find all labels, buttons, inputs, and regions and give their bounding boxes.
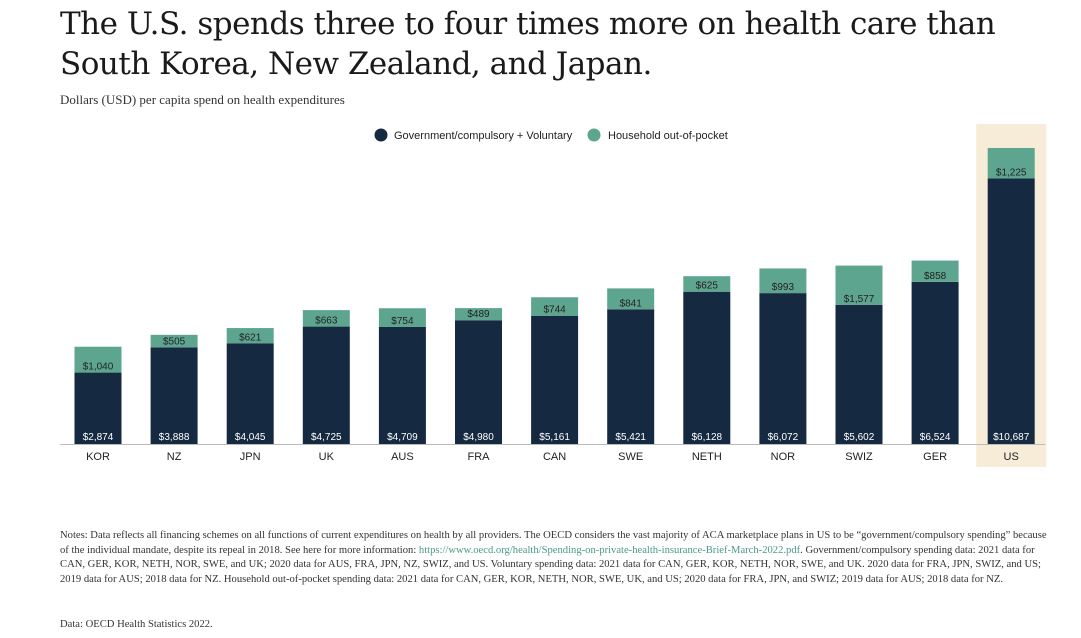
- data-source: Data: OECD Health Statistics 2022.: [60, 619, 213, 630]
- data-label-government-fra: $4,980: [463, 432, 494, 443]
- bar-household-swe: [607, 288, 655, 310]
- x-tick-label-jpn: JPN: [240, 451, 261, 463]
- bar-government-fra: [455, 320, 502, 444]
- data-label-government-ger: $6,524: [920, 432, 951, 443]
- data-label-household-swe: $841: [620, 298, 643, 309]
- data-label-government-jpn: $4,045: [235, 432, 266, 443]
- legend: Government/compulsory + Voluntary Househo…: [374, 128, 728, 142]
- data-label-household-jpn: $621: [239, 332, 262, 343]
- data-label-government-neth: $6,128: [692, 432, 723, 443]
- labels-layer: $2,874 $1,040 KOR $3,888 $505 NZ $4,045 $621 JPN…: [83, 167, 1030, 463]
- x-tick-label-fra: FRA: [468, 451, 491, 463]
- bar-household-nor: [759, 268, 807, 294]
- bars-layer: [74, 147, 1035, 445]
- bar-government-nor: [759, 293, 807, 444]
- bar-household-uk: [302, 310, 350, 327]
- bar-government-jpn: [226, 343, 274, 444]
- bar-household-fra: [455, 308, 502, 321]
- bar-government-swe: [607, 309, 655, 444]
- bar-household-aus: [378, 308, 426, 327]
- x-tick-label-nor: NOR: [771, 451, 796, 463]
- data-label-household-neth: $625: [696, 281, 719, 292]
- bar-government-can: [531, 315, 579, 444]
- bar-household-swiz: [835, 265, 883, 305]
- notes-text-continued: . Government/compulsory spending data: 2…: [60, 544, 1041, 585]
- bar-household-kor: [74, 346, 122, 373]
- legend-government-label: Government/compulsory + Voluntary: [394, 130, 573, 142]
- data-label-household-swiz: $1,577: [844, 294, 875, 305]
- data-label-household-ger: $858: [924, 271, 947, 282]
- data-label-household-us: $1,225: [996, 167, 1027, 178]
- data-label-household-fra: $489: [467, 309, 490, 320]
- bar-government-swiz: [835, 304, 883, 444]
- chart-title: The U.S. spends three to four times more…: [60, 6, 996, 82]
- x-tick-label-neth: NETH: [692, 451, 722, 463]
- bar-government-kor: [74, 372, 122, 444]
- data-label-government-can: $5,161: [539, 432, 570, 443]
- x-tick-label-kor: KOR: [86, 451, 110, 463]
- bar-government-us: [987, 178, 1035, 445]
- data-label-household-kor: $1,040: [83, 362, 114, 373]
- bar-household-neth: [683, 276, 731, 292]
- data-label-government-nz: $3,888: [159, 432, 190, 443]
- data-label-household-can: $744: [543, 305, 566, 316]
- bar-household-us: [987, 147, 1035, 179]
- x-tick-label-swe: SWE: [618, 451, 643, 463]
- data-label-government-aus: $4,709: [387, 432, 418, 443]
- chart-subtitle: Dollars (USD) per capita spend on health…: [60, 92, 345, 107]
- x-tick-label-swiz: SWIZ: [845, 451, 873, 463]
- legend-household-marker: [587, 128, 601, 142]
- bar-household-nz: [150, 334, 198, 348]
- data-label-household-uk: $663: [315, 316, 338, 327]
- bar-government-uk: [302, 326, 350, 444]
- data-label-government-us: $10,687: [993, 432, 1030, 443]
- x-tick-label-nz: NZ: [167, 451, 182, 463]
- data-label-government-nor: $6,072: [768, 432, 799, 443]
- data-label-government-swiz: $5,602: [844, 432, 875, 443]
- notes: Notes: Data reflects all financing schem…: [60, 529, 1055, 587]
- bar-government-nz: [150, 347, 198, 444]
- data-label-government-kor: $2,874: [83, 432, 114, 443]
- bar-government-neth: [683, 291, 731, 444]
- notes-text: Notes: Data reflects all financing schem…: [60, 530, 1047, 556]
- data-label-household-aus: $754: [391, 316, 414, 327]
- x-tick-label-ger: GER: [923, 451, 947, 463]
- x-tick-label-us: US: [1004, 451, 1019, 463]
- data-label-government-swe: $5,421: [615, 432, 646, 443]
- bar-government-ger: [911, 281, 959, 444]
- bar-government-aus: [378, 326, 426, 444]
- notes-link[interactable]: https://www.oecd.org/health/Spending-on-…: [418, 544, 801, 556]
- data-label-government-uk: $4,725: [311, 432, 342, 443]
- legend-government-marker: [374, 128, 388, 142]
- bar-household-jpn: [226, 328, 274, 344]
- stacked-bar-chart: Government/compulsory + Voluntary Househo…: [60, 124, 1047, 467]
- x-tick-label-aus: AUS: [391, 451, 414, 463]
- legend-household-label: Household out-of-pocket: [608, 130, 728, 142]
- bar-household-ger: [911, 260, 959, 282]
- data-label-household-nz: $505: [163, 336, 186, 347]
- bar-household-can: [531, 297, 579, 316]
- data-label-household-nor: $993: [772, 282, 795, 293]
- x-tick-label-can: CAN: [543, 451, 566, 463]
- x-tick-label-uk: UK: [319, 451, 335, 463]
